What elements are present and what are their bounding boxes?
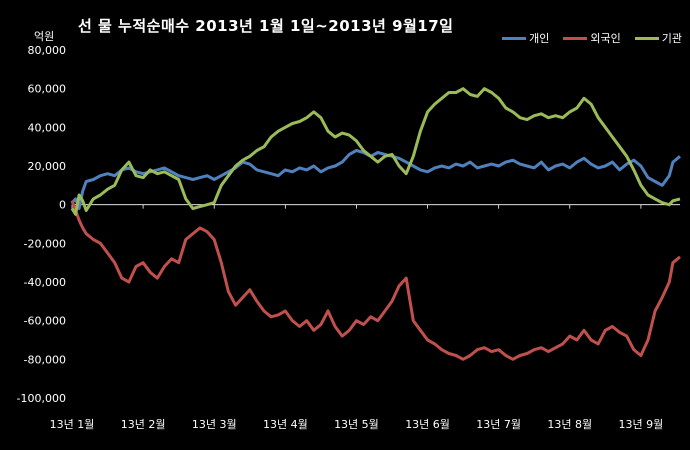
y-tick-label: 60,000 (28, 83, 67, 96)
x-axis: 13년 1월 13년 2월 13년 3월 13년 4월 13년 5월 13년 6월 13년 … (50, 204, 680, 431)
series-lines (70, 87, 681, 361)
y-tick-label: -20,000 (24, 237, 66, 250)
y-tick-label: 80,000 (28, 44, 67, 57)
legend-swatch-foreign (563, 36, 588, 40)
y-tick-label: -80,000 (24, 353, 66, 366)
series-line-foreign (70, 200, 681, 361)
x-tick-label: 13년 5월 (334, 418, 379, 431)
y-tick-label: -100,000 (17, 392, 66, 405)
y-axis: 80,000 60,000 40,000 20,000 0 -20,000 -40,000 -… (17, 44, 66, 405)
y-tick-label: 20,000 (28, 160, 67, 173)
x-tick-label: 13년 4월 (263, 418, 308, 431)
legend-label-individual: 개인 (529, 32, 550, 45)
legend: 개인 외국인 기관 (502, 30, 682, 46)
legend-item-individual: 개인 (502, 30, 549, 46)
x-tick-label: 13년 6월 (405, 418, 450, 431)
y-tick-label: 40,000 (28, 121, 67, 134)
x-tick-label: 13년 9월 (619, 418, 664, 431)
x-tick-label: 13년 3월 (192, 418, 237, 431)
y-tick-label: -40,000 (24, 276, 66, 289)
x-tick-label: 13년 8월 (547, 418, 592, 431)
legend-swatch-institution (634, 36, 659, 40)
y-tick-label: 0 (59, 199, 66, 212)
legend-item-institution: 기관 (634, 30, 682, 46)
x-tick-label: 13년 2월 (121, 418, 166, 431)
legend-label-institution: 기관 (661, 32, 682, 45)
y-tick-label: -60,000 (24, 315, 66, 328)
legend-swatch-individual (502, 36, 527, 40)
x-tick-label: 13년 7월 (476, 418, 521, 431)
x-tick-label: 13년 1월 (50, 418, 95, 431)
legend-label-foreign: 외국인 (590, 32, 621, 45)
series-line-institution (70, 87, 681, 216)
legend-item-foreign: 외국인 (563, 30, 621, 46)
y-axis-unit-label: 억원 (34, 30, 55, 43)
chart-title: 선 물 누적순매수 2013년 1월 1일~2013년 9월17일 (78, 17, 454, 35)
